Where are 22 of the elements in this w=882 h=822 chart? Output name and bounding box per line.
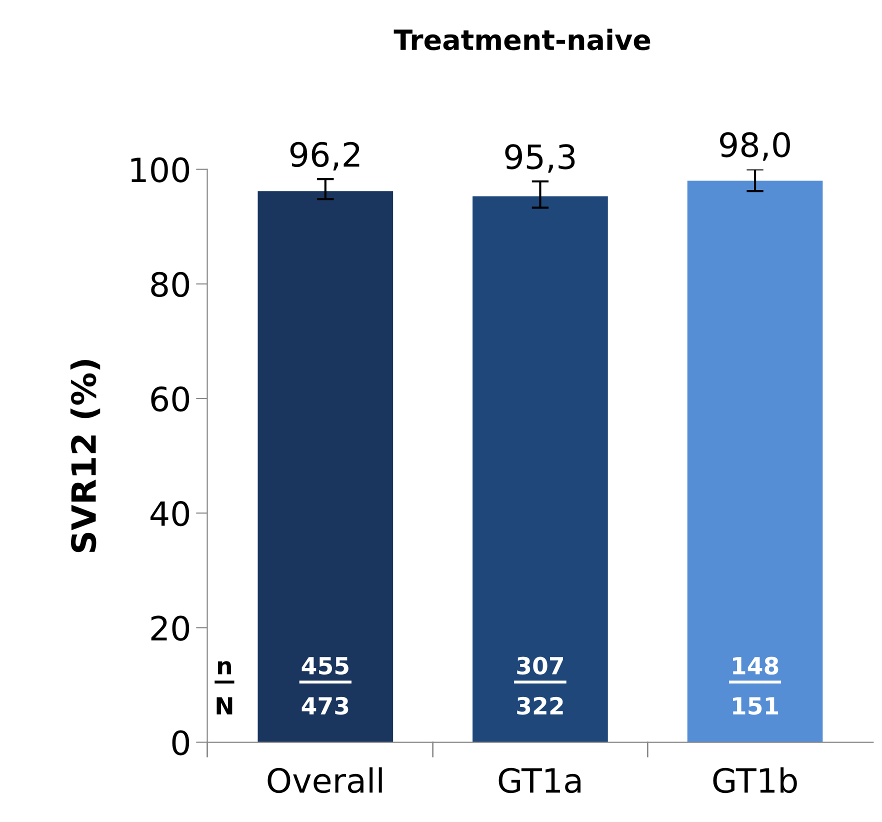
annotation: 455: [302, 657, 348, 675]
y-tick-label: 80: [151, 272, 190, 298]
y-tick-label: 20: [151, 616, 190, 641]
data-label: 98,0: [720, 132, 790, 161]
annotation: 473: [302, 696, 348, 715]
x-tick-label: Overall: [268, 767, 382, 794]
chart-title: Treatment-naive: [394, 28, 650, 50]
y-axis-title: SVR12 (%): [70, 360, 100, 552]
y-tick-label: 60: [151, 386, 190, 412]
annotation: 307: [517, 656, 563, 675]
annotation: n: [218, 661, 232, 674]
data-label: 95,3: [505, 144, 575, 173]
y-tick-label: 40: [150, 501, 190, 526]
x-tick-label: GT1a: [498, 768, 581, 794]
y-tick-label: 0: [172, 730, 190, 756]
annotation: 151: [733, 697, 778, 715]
annotation: N: [216, 697, 232, 714]
data-label: 96,2: [290, 142, 360, 170]
y-tick-label: 100: [131, 157, 190, 182]
x-tick-label: GT1b: [713, 767, 797, 794]
annotation: 148: [733, 656, 778, 675]
annotation: 322: [517, 696, 563, 715]
